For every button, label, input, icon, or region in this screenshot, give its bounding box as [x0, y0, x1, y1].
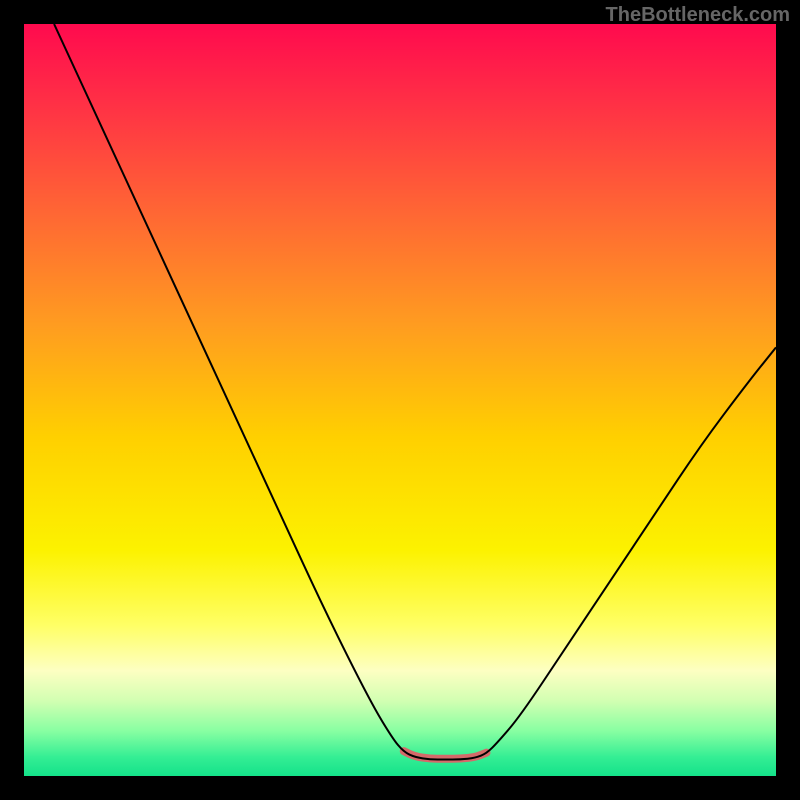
bottleneck-curve — [54, 24, 776, 759]
watermark-text: TheBottleneck.com — [606, 4, 790, 27]
chart-curve-layer — [24, 24, 776, 776]
chart-area — [24, 24, 776, 776]
